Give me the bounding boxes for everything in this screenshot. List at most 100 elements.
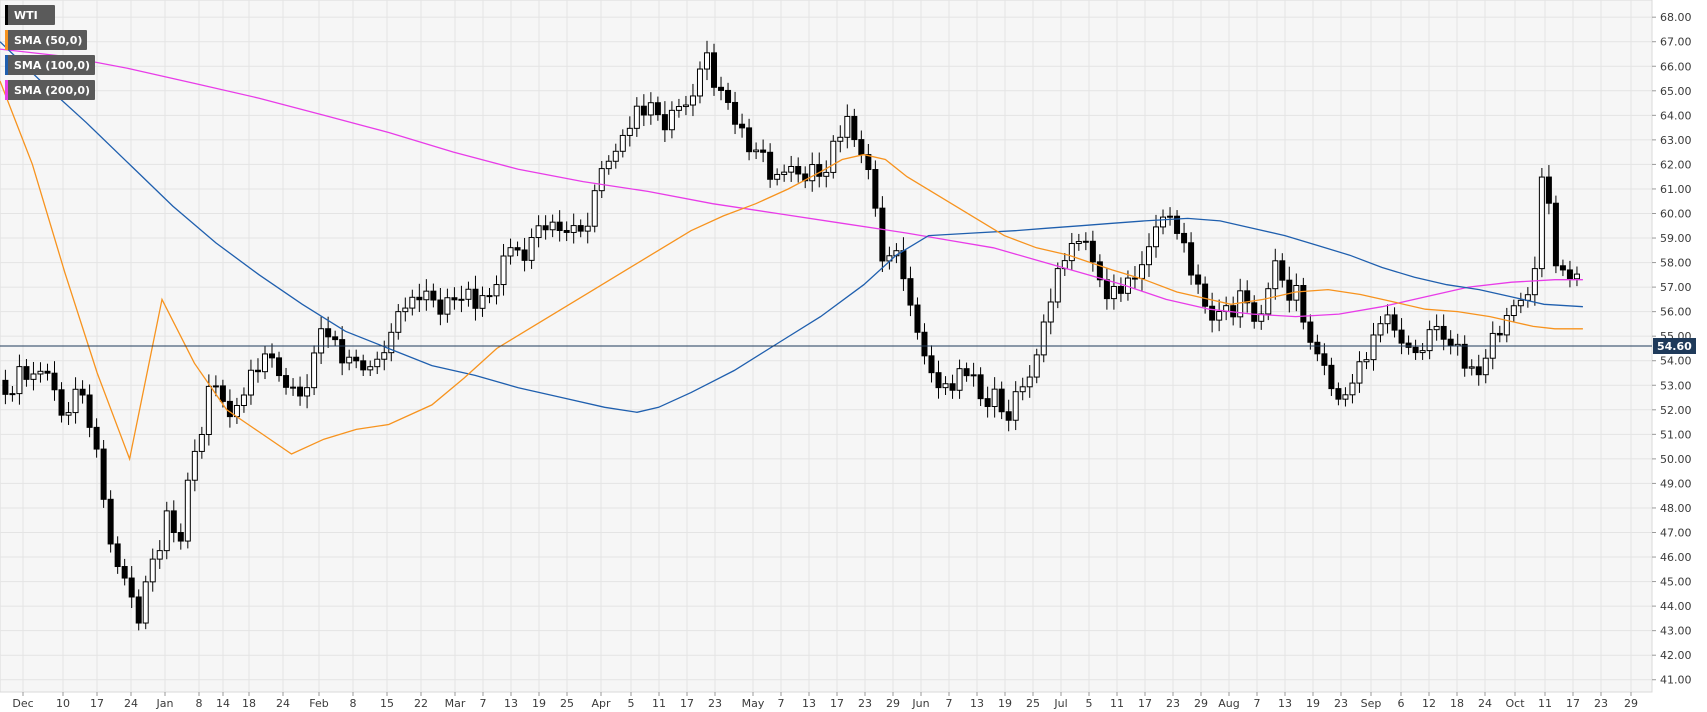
- candle: [619, 129, 626, 158]
- candle: [1012, 381, 1019, 431]
- legend-item[interactable]: SMA (100,0): [5, 55, 95, 75]
- candle-down-body: [486, 295, 493, 298]
- candle: [949, 374, 956, 399]
- candle-down-body: [1496, 332, 1503, 336]
- candle-down-body: [1314, 341, 1321, 355]
- candle: [647, 92, 654, 125]
- candle: [1040, 314, 1047, 363]
- candle-down-body: [1559, 265, 1566, 271]
- candle: [1181, 222, 1188, 253]
- candle: [956, 359, 963, 399]
- candle-down-body: [521, 249, 528, 261]
- candle-up-body: [781, 171, 788, 175]
- candle-up-body: [1082, 240, 1089, 243]
- y-tick-label: 54.00: [1660, 355, 1692, 368]
- candle-up-body: [1426, 329, 1433, 352]
- candle: [865, 144, 872, 180]
- candle-down-body: [23, 366, 30, 380]
- y-tick-label: 47.00: [1660, 526, 1692, 539]
- candle-up-body: [1145, 246, 1152, 266]
- candle-down-body: [1209, 305, 1216, 321]
- candle-up-body: [675, 106, 682, 111]
- sma-lines: [0, 41, 1583, 462]
- candle: [72, 377, 79, 424]
- sma-200-line: [0, 48, 1583, 318]
- candle-up-body: [1531, 268, 1538, 296]
- candle: [205, 374, 212, 446]
- candle: [514, 241, 521, 257]
- legend-item[interactable]: SMA (200,0): [5, 80, 95, 100]
- candle-down-body: [816, 164, 823, 177]
- candle: [79, 380, 86, 404]
- candle-up-body: [619, 134, 626, 152]
- candle-down-body: [984, 398, 991, 408]
- x-tick-label: May: [742, 697, 765, 710]
- candle-down-body: [325, 328, 332, 338]
- candle: [339, 326, 346, 376]
- y-tick-label: 66.00: [1660, 60, 1692, 73]
- legend-item[interactable]: WTI: [5, 5, 55, 25]
- candle-up-body: [493, 284, 500, 297]
- candle-down-body: [1475, 366, 1482, 376]
- x-tick-label: 13: [970, 697, 984, 710]
- candle: [767, 143, 774, 188]
- candle-up-body: [1538, 176, 1545, 270]
- candle-up-body: [1040, 321, 1047, 356]
- candle-down-body: [226, 400, 233, 418]
- candle-up-body: [991, 388, 998, 408]
- candle-down-body: [276, 357, 283, 377]
- candle: [935, 360, 942, 399]
- legend-box: [5, 5, 55, 25]
- candle: [304, 374, 311, 409]
- candle-up-body: [409, 296, 416, 309]
- candle: [577, 219, 584, 238]
- candle-up-body: [1377, 323, 1384, 336]
- candle: [107, 490, 114, 553]
- x-tick-label: 23: [1594, 697, 1608, 710]
- candle-down-body: [1545, 176, 1552, 204]
- candle-up-body: [1356, 361, 1363, 384]
- x-tick-label: 24: [124, 697, 138, 710]
- legend-item[interactable]: SMA (50,0): [5, 30, 87, 50]
- candle-up-body: [444, 297, 451, 315]
- candle: [1503, 307, 1510, 343]
- y-tick-label: 52.00: [1660, 404, 1692, 417]
- candle-down-body: [451, 297, 458, 301]
- candle: [1552, 195, 1559, 274]
- candle: [360, 354, 367, 376]
- candle-down-body: [739, 123, 746, 129]
- candle-down-body: [283, 375, 290, 388]
- candle: [711, 43, 718, 96]
- candle: [30, 361, 37, 391]
- candle-down-body: [114, 543, 121, 568]
- candle: [226, 389, 233, 428]
- candle-down-body: [732, 101, 739, 125]
- candle-down-body: [1005, 411, 1012, 421]
- candle: [191, 439, 198, 492]
- candle-down-body: [297, 386, 304, 397]
- candle: [753, 142, 760, 160]
- candle-up-body: [1153, 226, 1160, 248]
- candle: [563, 221, 570, 242]
- candle-down-body: [269, 353, 276, 359]
- candle: [1131, 266, 1138, 290]
- candle: [1321, 343, 1328, 376]
- candle: [1258, 304, 1265, 330]
- candle: [1089, 230, 1096, 272]
- candle: [430, 283, 437, 308]
- candle-up-body: [304, 387, 311, 397]
- candle: [1286, 266, 1293, 313]
- candle-up-body: [388, 331, 395, 354]
- candle: [1349, 374, 1356, 404]
- x-tick-label: 17: [1566, 697, 1580, 710]
- candle: [142, 575, 149, 630]
- x-tick-label: Jun: [911, 697, 929, 710]
- y-tick-label: 63.00: [1660, 134, 1692, 147]
- candle-down-body: [1195, 274, 1202, 285]
- candle: [1209, 292, 1216, 333]
- x-tick-label: 13: [504, 697, 518, 710]
- candle-up-body: [156, 550, 163, 560]
- candle-up-body: [823, 171, 830, 177]
- x-tick-label: Mar: [445, 697, 466, 710]
